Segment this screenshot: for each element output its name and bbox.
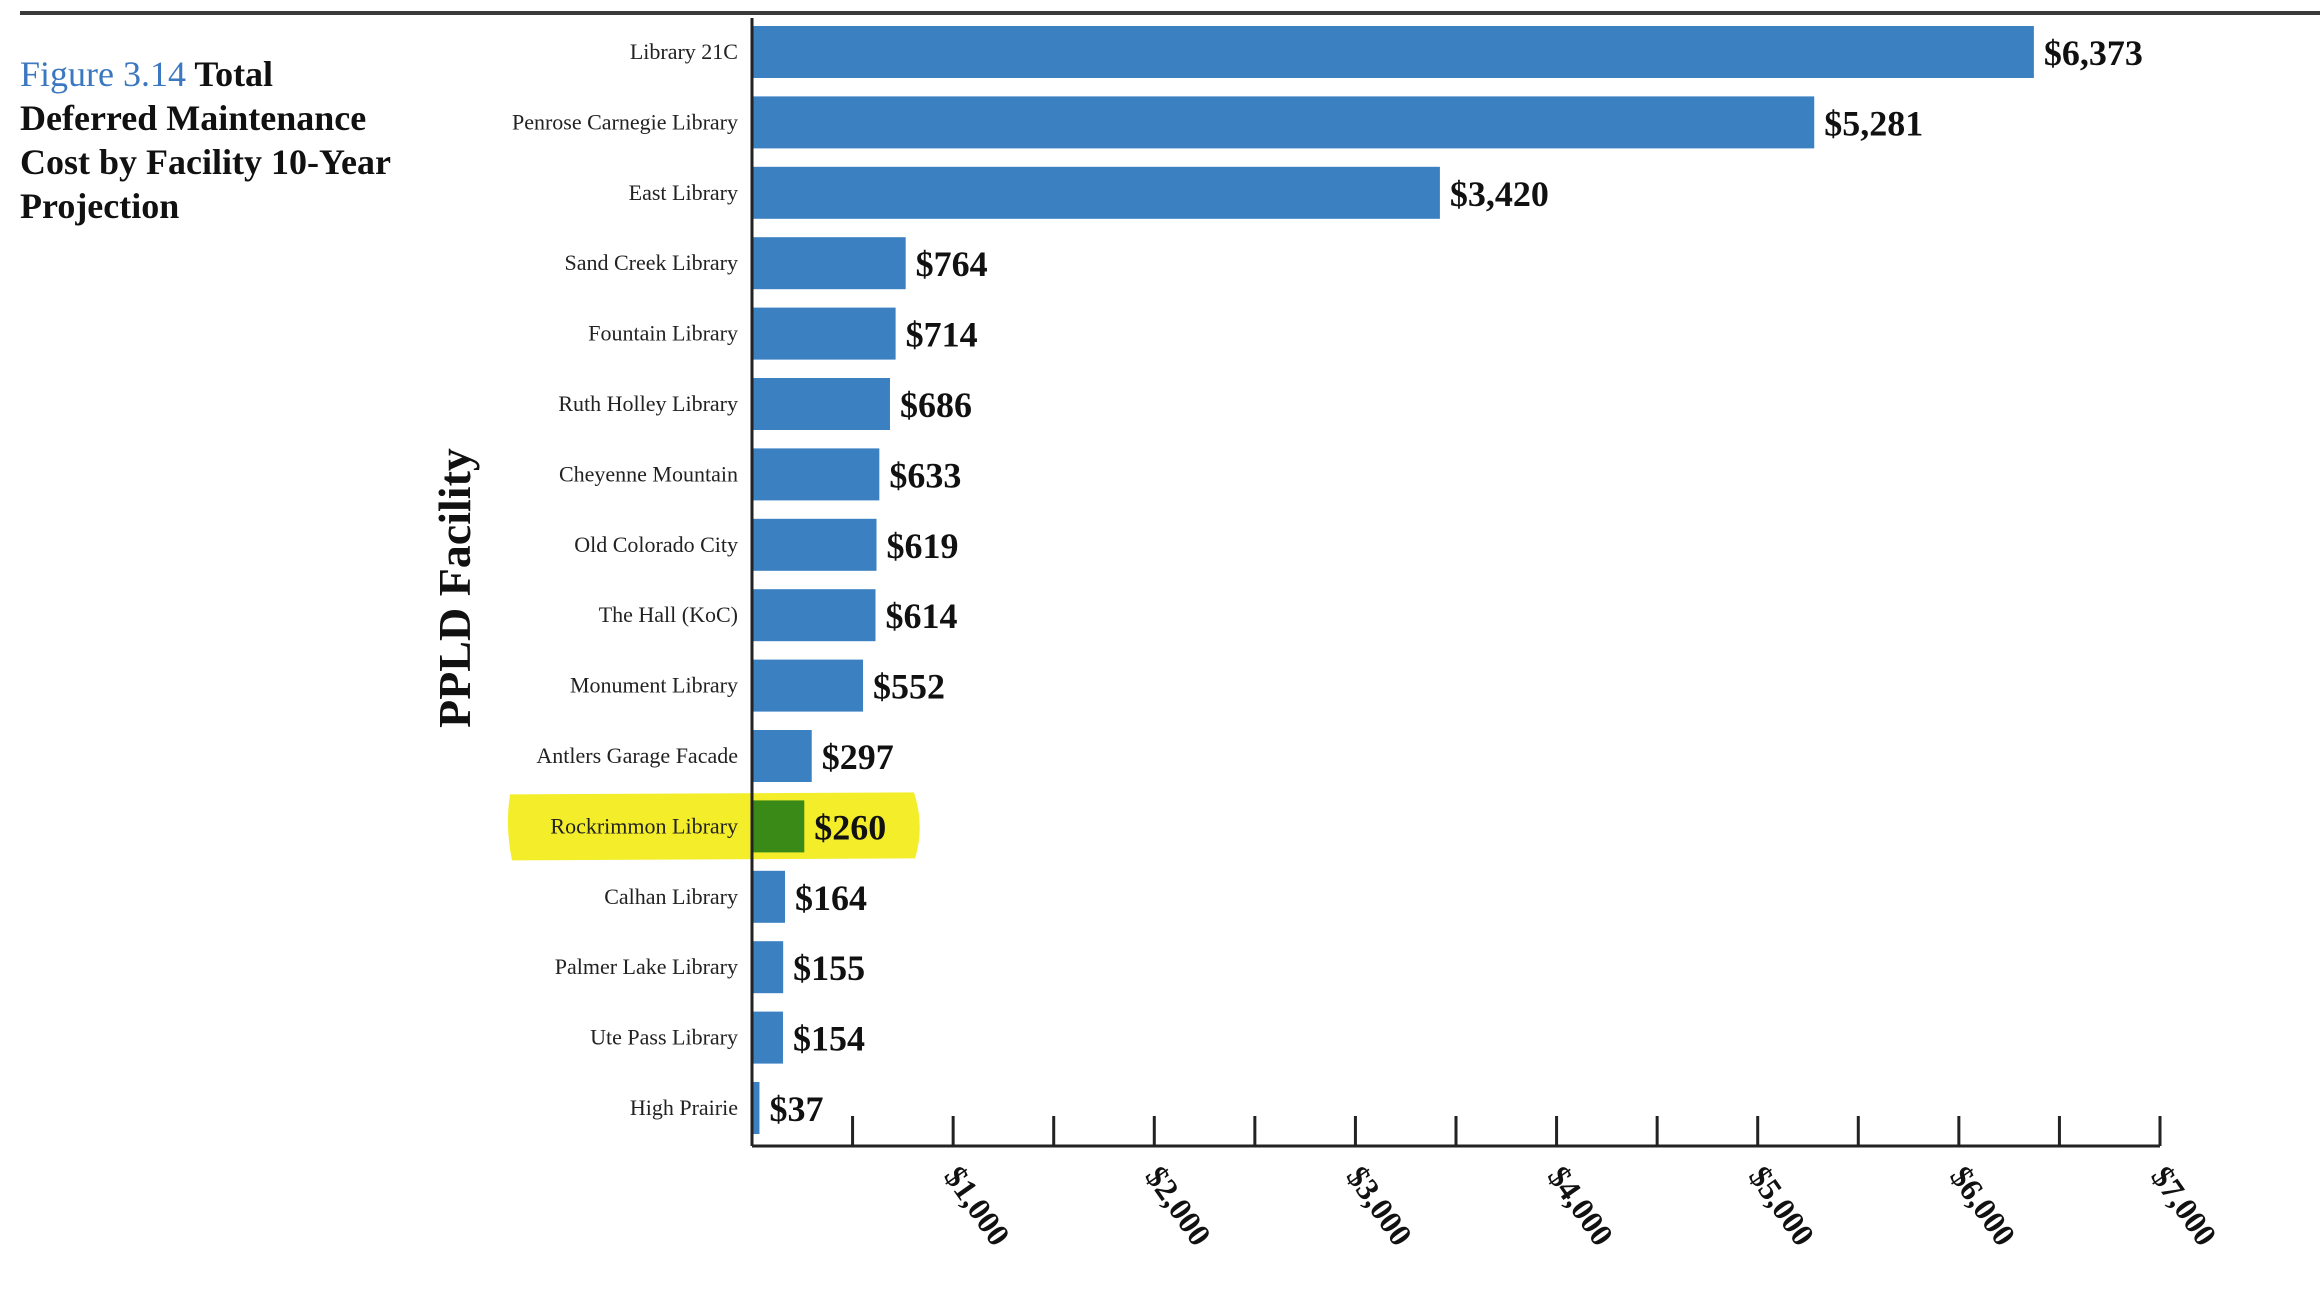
- x-tick-label: $1,000: [937, 1159, 1017, 1252]
- bar: [752, 1082, 760, 1134]
- bar: [752, 800, 805, 853]
- x-tick-label: $6,000: [1943, 1159, 2023, 1252]
- category-label: Palmer Lake Library: [555, 954, 738, 979]
- highlight-layer: [507, 792, 920, 861]
- x-tick-label: $7,000: [2144, 1159, 2224, 1252]
- category-label: Penrose Carnegie Library: [512, 109, 738, 134]
- y-axis-title: PPLD Facility: [429, 448, 480, 728]
- figure-number: Figure 3.14: [20, 54, 186, 94]
- value-label: $552: [873, 667, 945, 707]
- category-label: East Library: [629, 180, 738, 205]
- value-label: $260: [814, 807, 886, 847]
- bar: [752, 589, 876, 642]
- bar: [752, 870, 785, 923]
- bars-layer: [752, 26, 2034, 1134]
- value-label: $3,420: [1450, 174, 1549, 214]
- category-label: The Hall (KoC): [599, 602, 738, 627]
- category-label: Ruth Holley Library: [558, 391, 738, 416]
- category-label: Rockrimmon Library: [550, 813, 738, 838]
- bar: [752, 518, 877, 571]
- top-rule: [20, 11, 2320, 15]
- value-label: $633: [889, 455, 961, 495]
- bar: [752, 1011, 783, 1064]
- value-label: $164: [795, 878, 867, 918]
- value-label: $154: [793, 1019, 865, 1059]
- bar: [752, 378, 890, 430]
- value-label: $6,373: [2044, 33, 2143, 73]
- bar: [752, 659, 864, 712]
- bar: [752, 941, 784, 994]
- category-label: Cheyenne Mountain: [559, 461, 738, 486]
- x-tick-label: $3,000: [1340, 1159, 1420, 1252]
- value-label: $764: [916, 244, 988, 284]
- bar: [752, 307, 896, 360]
- category-label: Sand Creek Library: [565, 250, 739, 275]
- category-label: Fountain Library: [588, 321, 738, 346]
- category-label: Antlers Garage Facade: [536, 743, 738, 768]
- x-tick-label: $2,000: [1139, 1159, 1219, 1252]
- value-label: $686: [900, 385, 972, 425]
- value-label: $619: [887, 526, 959, 566]
- bar: [752, 26, 2034, 78]
- category-label: Monument Library: [570, 673, 738, 698]
- x-tick-label: $4,000: [1541, 1159, 1621, 1252]
- bar: [752, 237, 906, 290]
- value-label: $5,281: [1824, 103, 1923, 143]
- bar: [752, 166, 1440, 219]
- figure-title: Total Deferred Maintenance Cost by Facil…: [20, 54, 391, 226]
- figure-caption: Figure 3.14 Total Deferred Maintenance C…: [20, 52, 400, 228]
- category-label: Calhan Library: [604, 884, 738, 909]
- value-label: $155: [793, 948, 865, 988]
- category-label: High Prairie: [630, 1095, 738, 1120]
- bar: [752, 730, 812, 782]
- value-label: $37: [769, 1089, 823, 1129]
- value-label: $297: [822, 737, 894, 777]
- x-tick-label: $5,000: [1742, 1159, 1822, 1252]
- axis-layer: [750, 18, 2162, 1148]
- value-label: $614: [886, 596, 958, 636]
- highlight-marker: [507, 792, 920, 861]
- category-label: Ute Pass Library: [590, 1025, 738, 1050]
- category-label: Library 21C: [630, 39, 738, 64]
- value-label: $714: [906, 315, 978, 355]
- bar: [752, 448, 880, 501]
- category-label: Old Colorado City: [574, 532, 738, 557]
- bar: [752, 96, 1815, 149]
